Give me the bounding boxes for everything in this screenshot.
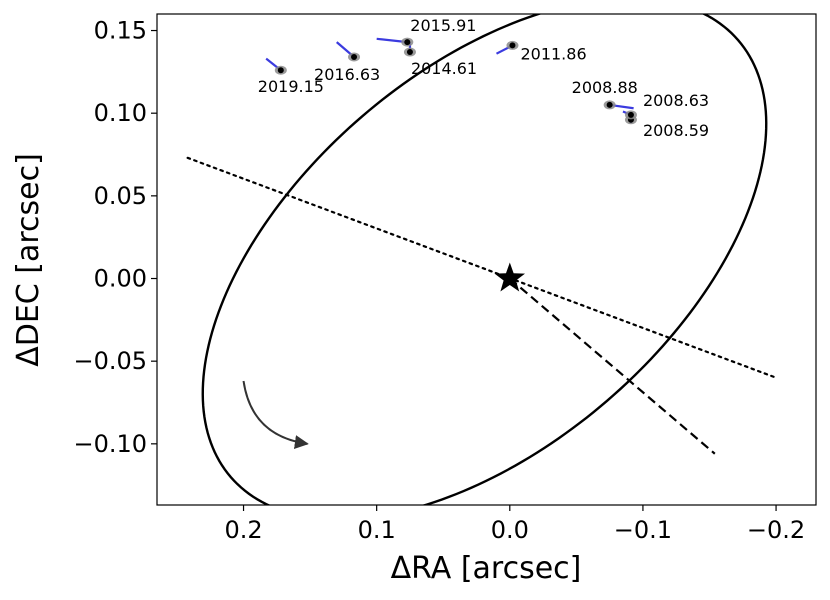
y-axis-label: ΔDEC [arcsec] [11,153,46,367]
orbit-ellipse [201,14,768,505]
plot-frame [156,13,817,506]
line-of-nodes [186,156,778,379]
epoch-point [351,53,358,60]
x-axis-label: ΔRA [arcsec] [391,551,582,586]
star-marker [494,262,526,292]
epoch-label: 2016.63 [314,65,380,84]
x-tick-label: 0.0 [491,516,529,544]
periastron-line [509,277,716,455]
epoch-label: 2011.86 [520,44,586,63]
x-tick-label: 0.1 [358,516,396,544]
x-tick-label: −0.2 [747,516,805,544]
epoch-point [277,67,284,74]
epoch-point [606,101,613,108]
x-tick-label: 0.2 [224,516,262,544]
epoch-point [404,39,411,46]
y-tick-label: −0.05 [73,347,147,375]
epoch-point [627,111,634,118]
epoch-label: 2019.15 [258,77,324,96]
motion-arrow [242,380,309,449]
epoch-label: 2008.59 [643,121,709,140]
epoch-label: 2008.88 [572,78,638,97]
epoch-point [406,49,413,56]
y-tick-label: 0.10 [94,99,147,127]
y-tick-label: 0.15 [94,17,147,45]
epoch-point [509,42,516,49]
y-tick-label: 0.00 [94,265,147,293]
epoch-label: 2008.63 [643,91,709,110]
y-tick-label: 0.05 [94,182,147,210]
y-tick-label: −0.10 [73,430,147,458]
epoch-label: 2015.91 [410,16,476,35]
epoch-label: 2014.61 [411,59,477,78]
x-tick-label: −0.1 [614,516,672,544]
